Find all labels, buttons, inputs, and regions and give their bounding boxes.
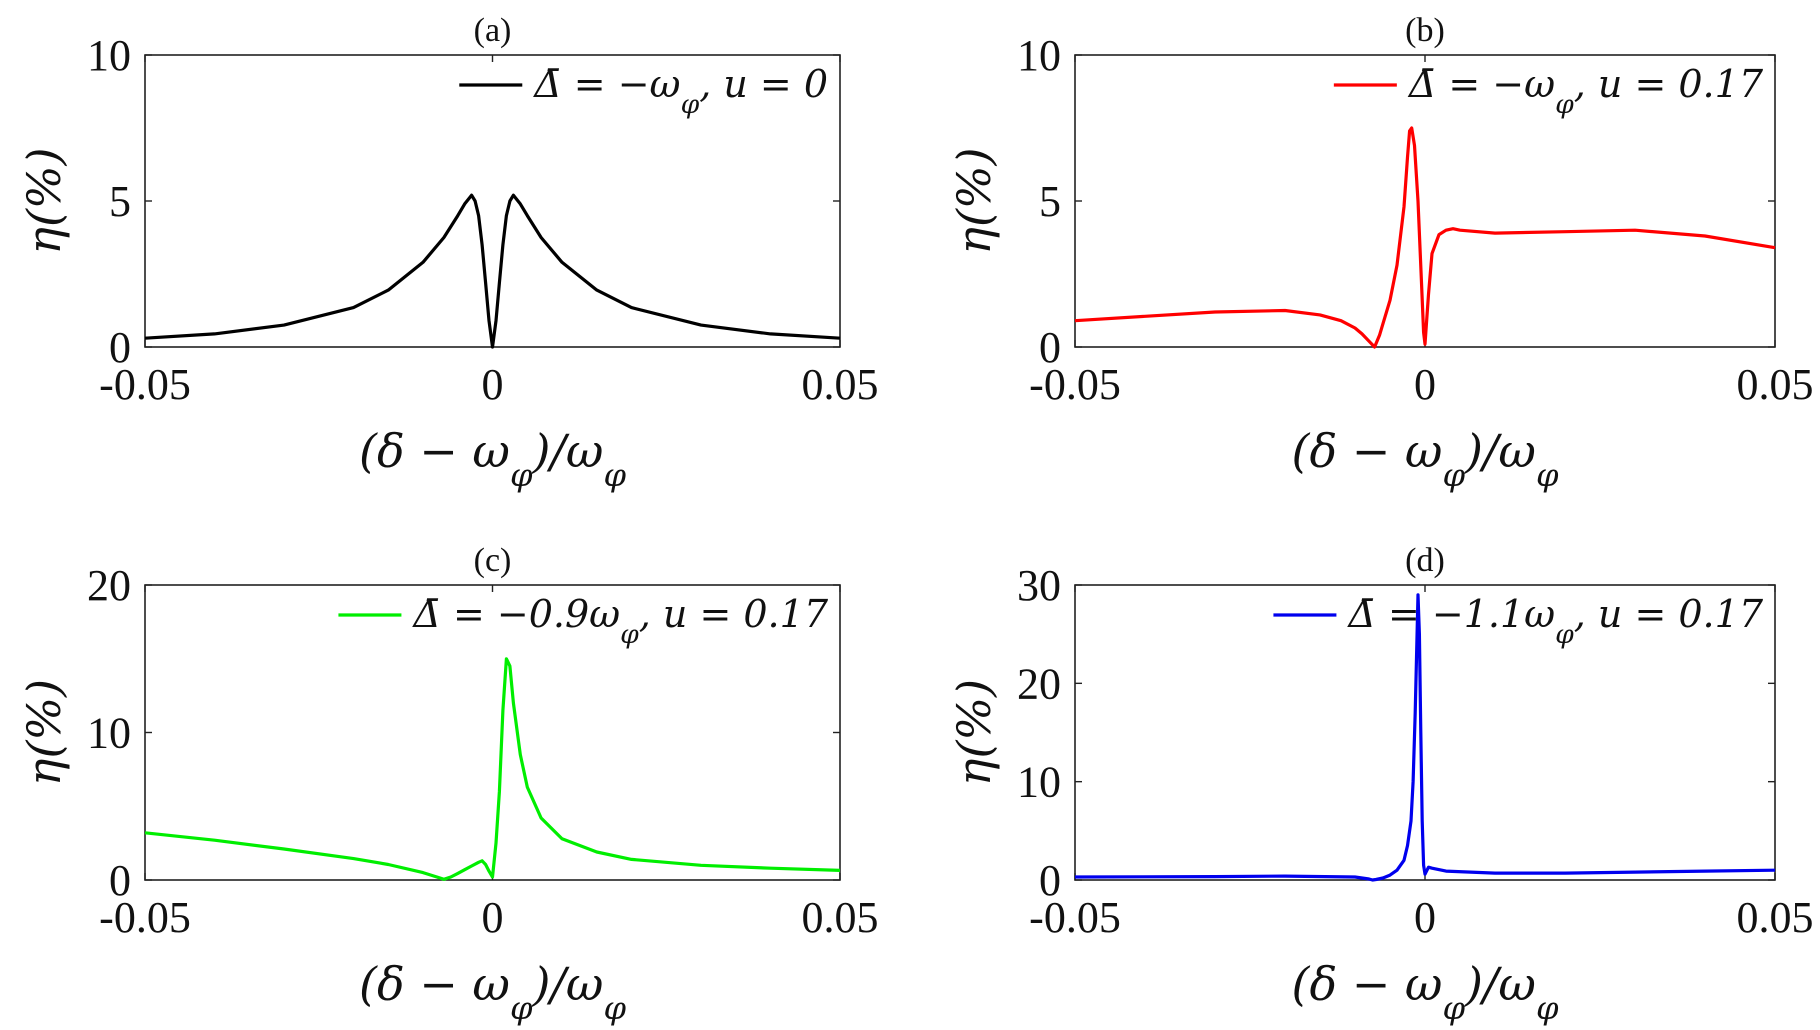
y-tick-label: 10 xyxy=(87,31,131,80)
y-tick-label: 5 xyxy=(109,177,131,226)
plot-frame xyxy=(1074,584,1776,881)
x-tick-label: -0.05 xyxy=(99,360,191,409)
y-tick-label: 0 xyxy=(1039,856,1061,905)
x-tick-label: -0.05 xyxy=(1029,893,1121,942)
panel-title: (b) xyxy=(1405,12,1445,49)
y-tick-label: 0 xyxy=(109,323,131,372)
x-axis-label: (δ − ωφ)/ωφ xyxy=(359,957,626,1027)
panel-title: (a) xyxy=(474,12,512,49)
x-tick-label: 0.05 xyxy=(802,893,879,942)
y-tick-label: 5 xyxy=(1039,177,1061,226)
plot-frame xyxy=(1074,54,1776,348)
x-tick-label: 0 xyxy=(482,360,504,409)
x-tick-label: 0.05 xyxy=(1737,893,1814,942)
y-axis-label: η(%) xyxy=(947,679,1001,786)
x-axis-label: (δ − ωφ)/ωφ xyxy=(1292,424,1559,494)
y-axis-label: η(%) xyxy=(17,679,71,786)
panel-title: (d) xyxy=(1405,542,1445,579)
y-tick-label: 10 xyxy=(1017,31,1061,80)
y-tick-label: 0 xyxy=(1039,323,1061,372)
y-tick-label: 30 xyxy=(1017,561,1061,610)
x-tick-label: 0 xyxy=(1414,893,1436,942)
series-line xyxy=(1074,126,1776,349)
x-tick-label: -0.05 xyxy=(1029,360,1121,409)
y-tick-label: 10 xyxy=(1017,758,1061,807)
y-tick-label: 20 xyxy=(87,561,131,610)
x-tick-label: 0.05 xyxy=(1737,360,1814,409)
x-axis-label: (δ − ωφ)/ωφ xyxy=(1292,957,1559,1027)
x-tick-label: 0 xyxy=(482,893,504,942)
y-tick-label: 0 xyxy=(109,856,131,905)
series-line xyxy=(144,657,841,881)
x-tick-label: 0.05 xyxy=(802,360,879,409)
y-tick-label: 10 xyxy=(87,709,131,758)
series-line xyxy=(144,193,841,349)
y-axis-label: η(%) xyxy=(947,147,1001,254)
x-axis-label: (δ − ωφ)/ωφ xyxy=(359,424,626,494)
plot-frame xyxy=(144,584,841,881)
x-tick-label: 0 xyxy=(1414,360,1436,409)
y-tick-label: 20 xyxy=(1017,659,1061,708)
x-tick-label: -0.05 xyxy=(99,893,191,942)
series-line xyxy=(1074,593,1776,882)
plot-frame xyxy=(144,54,841,348)
panel-title: (c) xyxy=(474,542,512,579)
y-axis-label: η(%) xyxy=(17,147,71,254)
